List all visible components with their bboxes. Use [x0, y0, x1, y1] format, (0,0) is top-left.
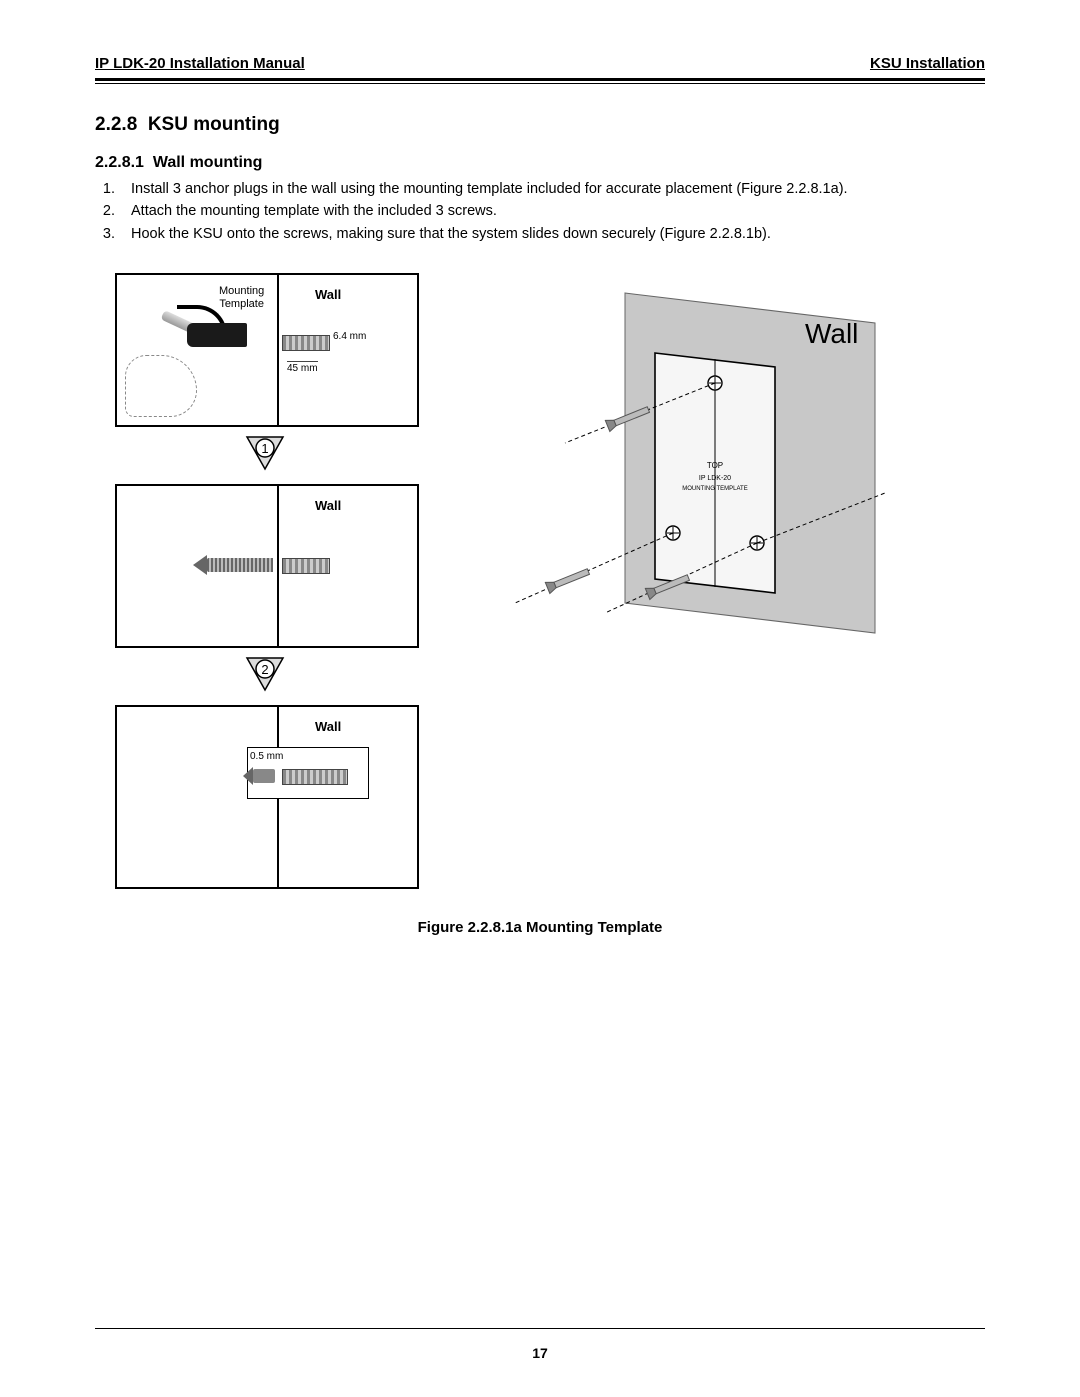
template-top-label: TOP	[707, 461, 723, 470]
panel-divider	[277, 275, 279, 425]
section-title: KSU mounting	[148, 114, 280, 135]
mounting-template-label: Mounting Template	[219, 285, 264, 309]
figure-panel-2: Wall	[115, 484, 419, 648]
step-number: 2	[261, 662, 268, 677]
step-marker-1-icon: 1	[245, 435, 285, 471]
figure-area: Mounting Template Wall 6.4 mm 45 mm 1 Wa…	[95, 273, 985, 889]
instruction-step: Attach the mounting template with the in…	[119, 200, 985, 222]
header-left: IP LDK-20 Installation Manual	[95, 55, 305, 72]
footer-rule	[95, 1328, 985, 1329]
template-model-label: IP LDK-20	[699, 475, 731, 482]
wall-label: Wall	[315, 498, 341, 513]
dimension-6-4mm: 6.4 mm	[333, 331, 366, 342]
dimension-45mm: 45 mm	[287, 361, 318, 374]
anchor-plug-icon	[282, 769, 348, 785]
page-header: IP LDK-20 Installation Manual KSU Instal…	[95, 55, 985, 72]
figure-left-panels: Mounting Template Wall 6.4 mm 45 mm 1 Wa…	[95, 273, 425, 889]
instruction-list: Install 3 anchor plugs in the wall using…	[95, 178, 985, 245]
screw-icon	[545, 566, 590, 594]
hammer-head-icon	[187, 323, 247, 347]
subsection-heading: 2.2.8.1 Wall mounting	[95, 154, 985, 172]
header-rule	[95, 78, 985, 84]
wall-label: Wall	[315, 719, 341, 734]
screw-icon	[207, 558, 273, 572]
instruction-step: Hook the KSU onto the screws, making sur…	[119, 223, 985, 245]
subsection-number: 2.2.8.1	[95, 154, 144, 171]
manual-page: IP LDK-20 Installation Manual KSU Instal…	[0, 0, 1080, 1397]
step-number: 1	[261, 441, 268, 456]
header-right: KSU Installation	[870, 55, 985, 72]
step-marker-2-icon: 2	[245, 656, 285, 692]
figure-panel-3: Wall 0.5 mm	[115, 705, 419, 889]
instruction-step: Install 3 anchor plugs in the wall using…	[119, 178, 985, 200]
screw-icon	[253, 769, 275, 783]
hand-outline-icon	[125, 355, 197, 417]
wall-label-large: Wall	[805, 318, 858, 349]
template-tmpl-label: MOUNTING TEMPLATE	[682, 486, 747, 492]
figure-caption: Figure 2.2.8.1a Mounting Template	[95, 919, 985, 936]
section-heading: 2.2.8 KSU mounting	[95, 114, 985, 136]
subsection-title: Wall mounting	[153, 154, 263, 171]
dimension-0-5mm: 0.5 mm	[250, 751, 283, 762]
page-number: 17	[0, 1345, 1080, 1361]
anchor-plug-icon	[282, 335, 330, 351]
panel-divider	[277, 486, 279, 646]
wall-label: Wall	[315, 287, 341, 302]
section-number: 2.2.8	[95, 114, 137, 135]
isometric-wall-svg: Wall TOP IP LDK-20 MOUNTING TEMPLATE	[485, 273, 905, 693]
figure-panel-1: Mounting Template Wall 6.4 mm 45 mm	[115, 273, 419, 427]
figure-isometric: Wall TOP IP LDK-20 MOUNTING TEMPLATE	[485, 273, 985, 889]
anchor-plug-icon	[282, 558, 330, 574]
